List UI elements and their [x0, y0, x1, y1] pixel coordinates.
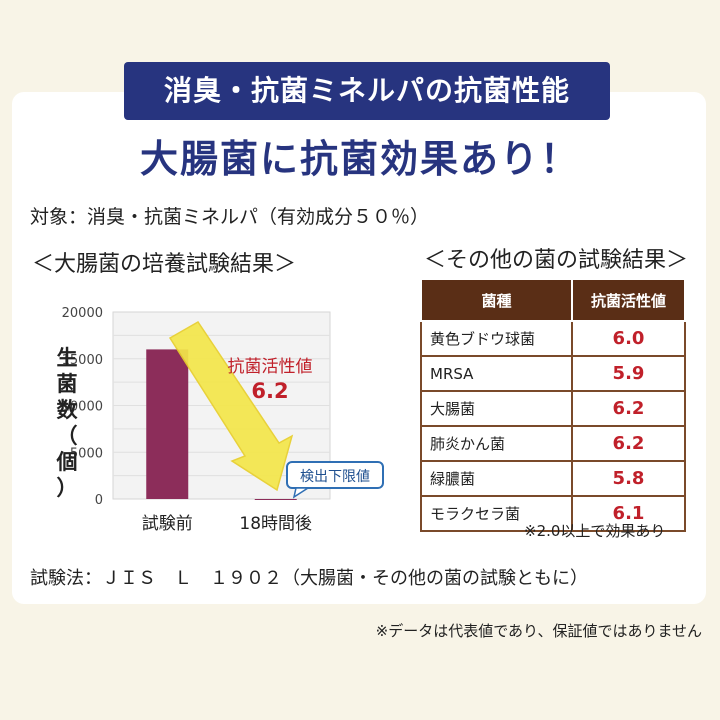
y-axis-label: 生 菌 数 （ 個 ）	[54, 345, 80, 501]
y-axis-label-char: 数	[56, 398, 78, 422]
table-row: 黄色ブドウ球菌 6.0	[420, 320, 686, 357]
header-activity: 抗菌活性値	[571, 278, 686, 322]
activity-value: 6.2	[251, 379, 288, 403]
y-tick-label: 20000	[62, 306, 103, 321]
table-header-row: 菌種 抗菌活性値	[420, 278, 686, 322]
y-axis-label-char: 生	[56, 346, 78, 370]
banner-title: 消臭・抗菌ミネルパの抗菌性能	[124, 62, 610, 120]
table-row: MRSA 5.9	[420, 355, 686, 392]
activity-cell: 6.1	[571, 495, 686, 532]
bar	[254, 499, 297, 500]
table-row: 大腸菌 6.2	[420, 390, 686, 427]
headline: 大腸菌に抗菌効果あり！	[139, 137, 580, 181]
detection-limit-label: 検出下限値	[300, 469, 370, 485]
y-axis-label-char: ）	[56, 476, 78, 500]
y-axis-label-char: 個	[56, 450, 78, 474]
left-section-title: ＜大腸菌の培養試験結果＞	[32, 252, 297, 277]
activity-cell: 5.9	[571, 355, 686, 392]
species-cell: 肺炎かん菌	[420, 425, 573, 462]
y-tick-label: 10000	[62, 400, 103, 415]
activity-cell: 6.2	[571, 425, 686, 462]
bar	[146, 349, 189, 499]
detection-limit-box	[286, 461, 384, 489]
right-section-title: ＜その他の菌の試験結果＞	[424, 248, 689, 273]
species-cell: モラクセラ菌	[420, 495, 573, 532]
target-text: 対象：消臭・抗菌ミネルパ（有効成分５０％）	[30, 206, 430, 228]
species-cell: 黄色ブドウ球菌	[420, 320, 573, 357]
y-tick-label: 15000	[62, 353, 103, 368]
activity-cell: 6.0	[571, 320, 686, 357]
header-species: 菌種	[420, 278, 573, 322]
table-row: モラクセラ菌 6.1	[420, 495, 686, 532]
disclaimer: ※データは代表値であり、保証値ではありません	[375, 622, 702, 640]
y-axis-label-char: 菌	[56, 372, 78, 396]
x-tick-label: 18時間後	[239, 514, 312, 534]
table-note: ※2.0以上で効果あり	[524, 522, 666, 540]
species-cell: 大腸菌	[420, 390, 573, 427]
species-cell: 緑膿菌	[420, 460, 573, 497]
y-tick-label: 5000	[70, 446, 103, 461]
x-tick-label: 試験前	[142, 514, 193, 534]
test-method: 試験法：ＪＩＳ Ｌ １９０２（大腸菌・その他の菌の試験ともに）	[30, 568, 588, 589]
species-cell: MRSA	[420, 355, 573, 392]
activity-cell: 6.2	[571, 390, 686, 427]
activity-cell: 5.8	[571, 460, 686, 497]
table-row: 緑膿菌 5.8	[420, 460, 686, 497]
activity-label: 抗菌活性値	[228, 357, 313, 377]
y-tick-label: 0	[95, 493, 103, 508]
table-row: 肺炎かん菌 6.2	[420, 425, 686, 462]
y-axis-label-char: （	[56, 424, 78, 448]
results-table: 菌種 抗菌活性値 黄色ブドウ球菌 6.0 MRSA 5.9 大腸菌 6.2 肺炎…	[420, 278, 686, 532]
decrease-arrow	[168, 321, 294, 492]
detection-limit-pointer	[292, 487, 311, 499]
